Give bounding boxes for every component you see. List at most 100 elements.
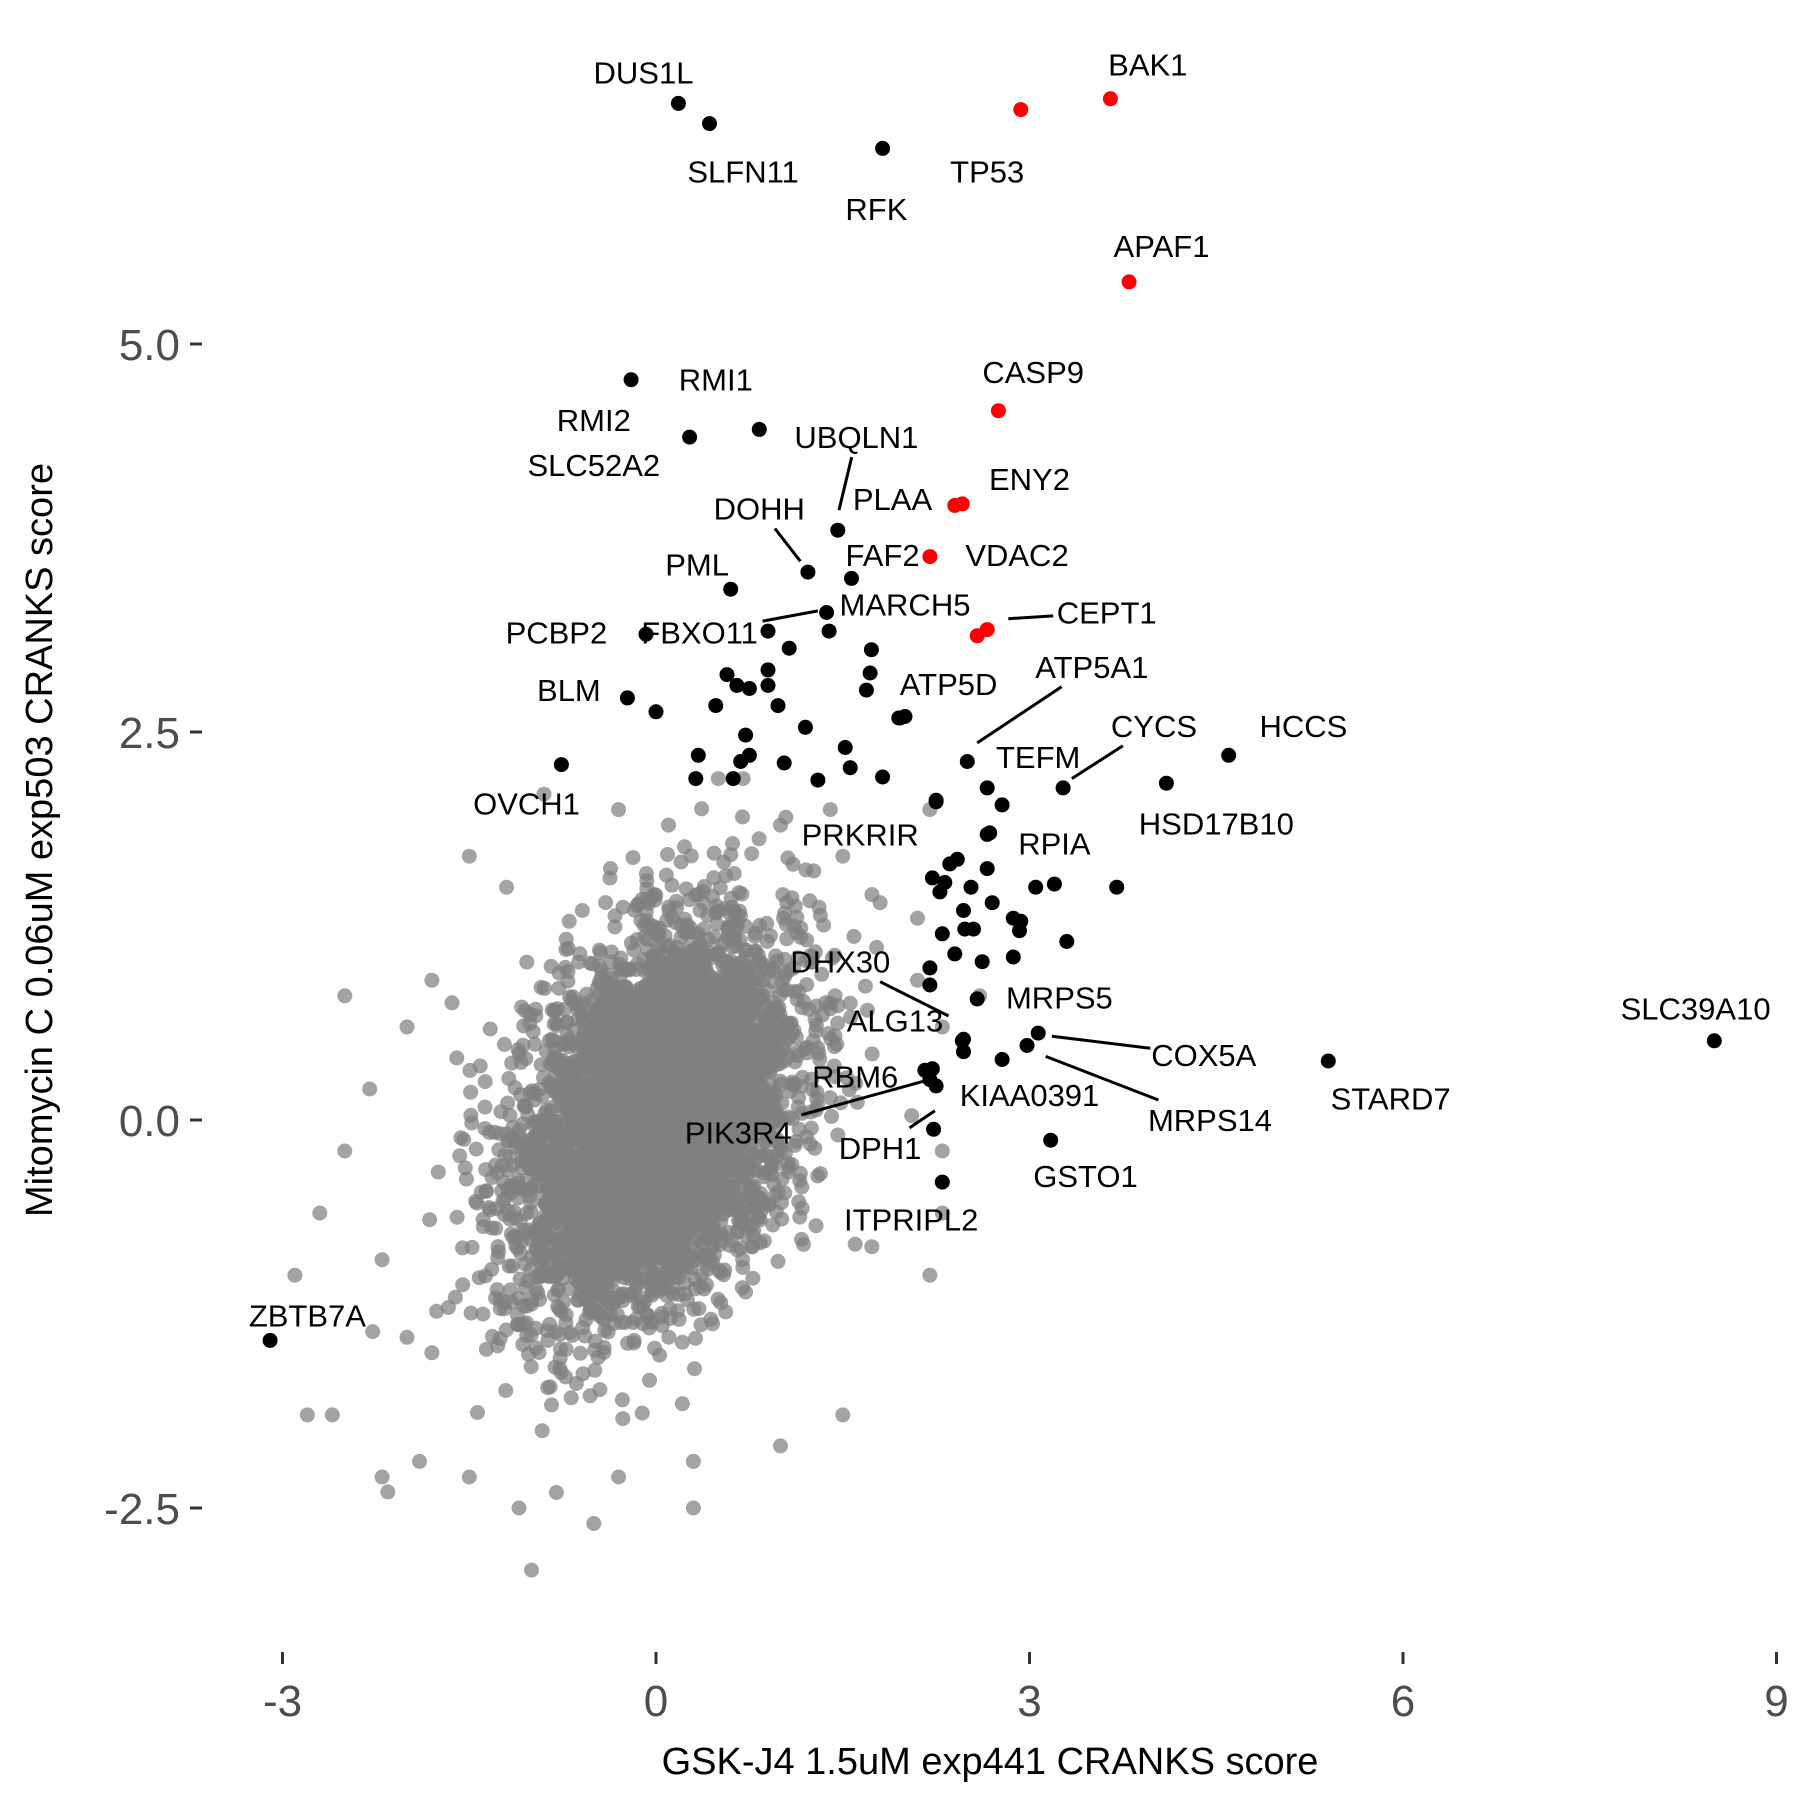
background-point — [565, 1191, 581, 1207]
background-point — [696, 1109, 712, 1125]
background-point — [653, 1179, 669, 1195]
background-point — [470, 1405, 485, 1420]
background-point — [808, 1218, 824, 1234]
background-point — [747, 1085, 763, 1101]
background-point — [632, 1172, 648, 1188]
background-point — [528, 1001, 544, 1017]
background-point — [659, 912, 675, 928]
background-point — [723, 847, 739, 863]
background-point — [744, 846, 760, 862]
background-point — [475, 1211, 491, 1227]
background-point — [768, 1000, 784, 1016]
background-point — [585, 1010, 601, 1026]
background-point — [770, 1253, 786, 1269]
background-point — [556, 1294, 572, 1310]
background-point — [588, 1173, 604, 1189]
background-point — [546, 1016, 562, 1032]
background-point — [533, 1178, 549, 1194]
background-points — [287, 771, 988, 1578]
background-point — [587, 1119, 603, 1135]
background-point — [631, 1004, 647, 1020]
background-point — [684, 1126, 700, 1142]
background-point — [812, 1051, 828, 1067]
background-point — [522, 1188, 537, 1204]
background-point — [525, 1024, 541, 1040]
background-point — [380, 1484, 396, 1500]
background-point — [758, 1133, 774, 1149]
background-point — [803, 1120, 819, 1136]
background-point — [860, 1002, 875, 1018]
background-point — [661, 1329, 677, 1345]
background-point — [696, 1138, 712, 1154]
background-point — [714, 1233, 729, 1249]
background-point — [592, 1382, 608, 1398]
background-point — [677, 839, 692, 855]
background-point — [537, 980, 553, 996]
background-point — [654, 1105, 670, 1121]
background-point — [572, 946, 588, 962]
background-point — [540, 1127, 556, 1143]
background-point — [576, 1237, 592, 1253]
background-point — [497, 1294, 513, 1310]
background-point — [572, 1163, 588, 1178]
background-point — [614, 1265, 630, 1281]
background-point — [754, 1101, 770, 1117]
background-point — [669, 947, 685, 962]
background-point — [663, 1228, 679, 1244]
background-point — [721, 929, 736, 945]
background-point — [648, 1268, 664, 1284]
background-point — [696, 895, 712, 911]
background-point — [704, 1080, 720, 1096]
background-point — [596, 1244, 612, 1260]
background-point — [533, 1265, 549, 1281]
background-point — [655, 1132, 671, 1148]
background-point — [711, 1262, 727, 1278]
background-point — [839, 1070, 855, 1086]
background-point — [640, 977, 656, 993]
background-point — [785, 856, 801, 872]
background-point — [607, 908, 623, 924]
background-point — [482, 1021, 498, 1037]
background-point — [706, 845, 722, 861]
background-point — [751, 1144, 767, 1160]
background-point — [572, 1345, 588, 1361]
background-point — [604, 1172, 620, 1188]
background-point — [581, 1147, 597, 1163]
background-point — [574, 903, 590, 918]
background-point — [735, 1252, 751, 1268]
background-point — [777, 1185, 793, 1201]
background-point — [716, 1129, 732, 1145]
background-point — [805, 1033, 821, 1049]
background-point — [864, 1239, 880, 1255]
background-point — [501, 1071, 517, 1086]
background-point — [457, 1160, 473, 1176]
background-point — [511, 1046, 527, 1062]
background-point — [610, 1249, 626, 1265]
background-point — [826, 1058, 842, 1074]
background-point — [815, 1007, 830, 1023]
background-point — [651, 1283, 667, 1299]
background-point — [475, 1306, 491, 1322]
background-point — [498, 1383, 514, 1398]
background-point — [618, 1113, 634, 1129]
background-point — [653, 1219, 669, 1235]
background-point — [678, 1220, 694, 1236]
background-point — [729, 1118, 745, 1134]
background-point — [561, 913, 577, 929]
background-point — [500, 1182, 516, 1198]
background-point — [806, 863, 822, 879]
background-point — [633, 1244, 649, 1259]
background-point — [671, 1287, 687, 1302]
background-point — [577, 1328, 593, 1344]
background-point — [570, 1292, 586, 1308]
background-point — [696, 1172, 712, 1188]
background-point — [430, 1164, 446, 1180]
background-point — [719, 979, 735, 995]
background-point — [823, 1031, 839, 1047]
background-point — [679, 1138, 695, 1154]
background-point — [794, 1231, 810, 1247]
background-point — [729, 1075, 745, 1091]
background-point — [636, 1113, 652, 1129]
background-point — [644, 918, 660, 934]
background-point — [699, 1277, 714, 1293]
